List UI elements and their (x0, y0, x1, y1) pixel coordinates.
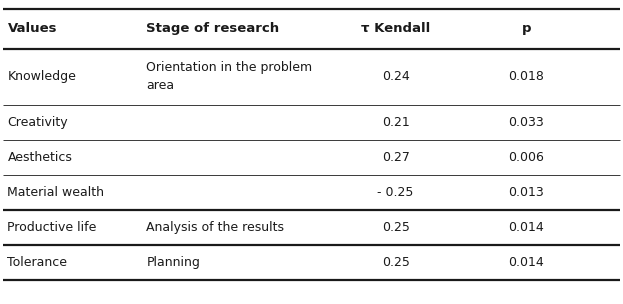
Text: τ Kendall: τ Kendall (361, 22, 430, 35)
Text: 0.033: 0.033 (508, 116, 545, 129)
Text: Creativity: Creativity (7, 116, 68, 129)
Text: 0.25: 0.25 (382, 256, 409, 269)
Text: Values: Values (7, 22, 57, 35)
Text: Planning: Planning (146, 256, 200, 269)
Text: Productive life: Productive life (7, 221, 97, 234)
Text: Material wealth: Material wealth (7, 186, 105, 199)
Text: 0.25: 0.25 (382, 221, 409, 234)
Text: 0.24: 0.24 (382, 70, 409, 83)
Text: Analysis of the results: Analysis of the results (146, 221, 285, 234)
Text: 0.27: 0.27 (382, 151, 409, 164)
Text: Knowledge: Knowledge (7, 70, 77, 83)
Text: 0.013: 0.013 (508, 186, 545, 199)
Text: 0.014: 0.014 (508, 221, 545, 234)
Text: 0.018: 0.018 (508, 70, 545, 83)
Text: 0.014: 0.014 (508, 256, 545, 269)
Text: Stage of research: Stage of research (146, 22, 280, 35)
Text: Aesthetics: Aesthetics (7, 151, 72, 164)
Text: - 0.25: - 0.25 (378, 186, 414, 199)
Text: Tolerance: Tolerance (7, 256, 67, 269)
Text: 0.21: 0.21 (382, 116, 409, 129)
Text: 0.006: 0.006 (508, 151, 545, 164)
Text: p: p (521, 22, 531, 35)
Text: Orientation in the problem
area: Orientation in the problem area (146, 61, 313, 92)
